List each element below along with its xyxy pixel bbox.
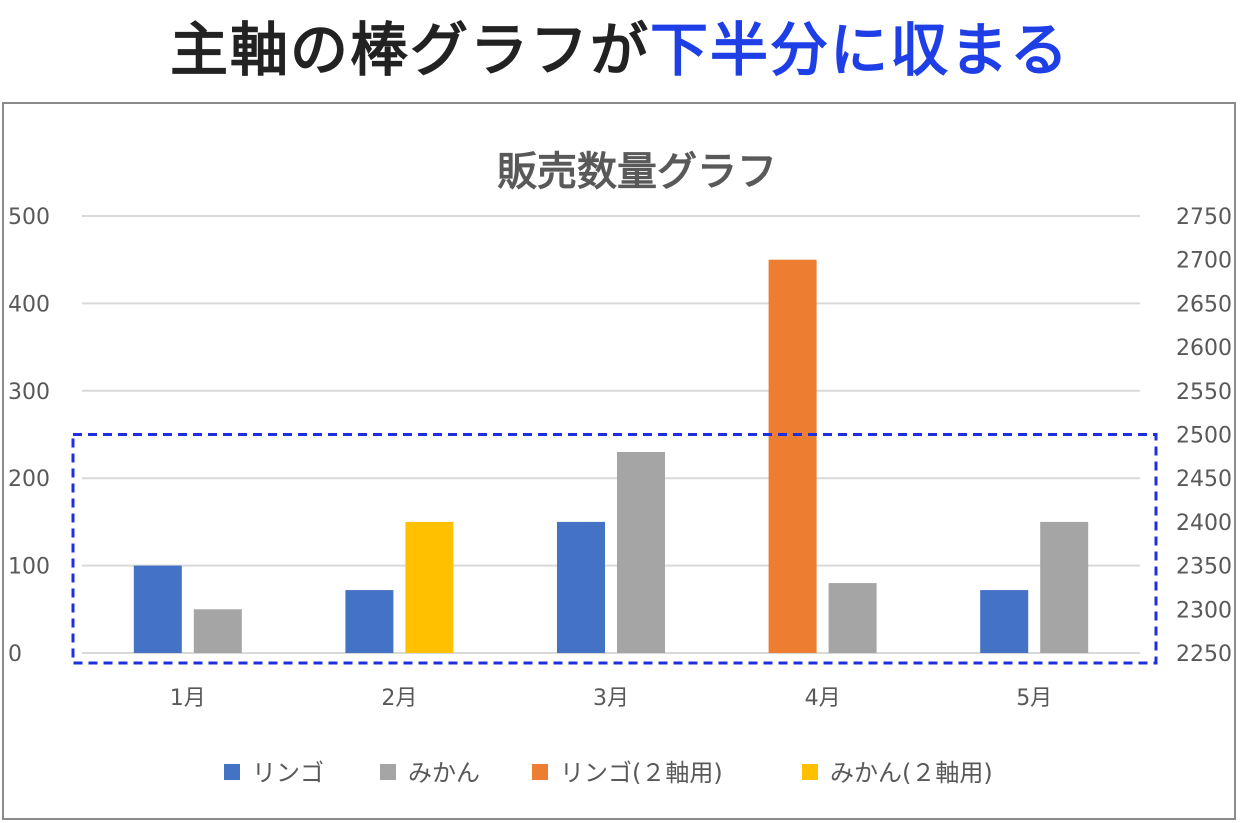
- secondary-axis-tick-label: 2350: [1176, 555, 1232, 580]
- secondary-axis-tick-label: 2750: [1176, 205, 1232, 230]
- category-label: 2月: [381, 686, 417, 711]
- primary-axis-tick-label: 100: [8, 555, 50, 580]
- headline-part-1: 主軸の棒グラフが: [169, 16, 650, 84]
- bar-3: [768, 259, 817, 653]
- secondary-axis-tick-label: 2700: [1176, 249, 1232, 274]
- legend-swatch: [532, 764, 548, 780]
- bar-2: [617, 451, 665, 653]
- secondary-axis-tick-label: 2600: [1176, 336, 1232, 361]
- legend-swatch: [802, 764, 818, 780]
- legend-label: みかん(２軸用): [830, 759, 993, 787]
- legend-label: リンゴ: [252, 759, 324, 787]
- bar-1: [133, 565, 182, 653]
- legend-swatch: [380, 764, 396, 780]
- category-label: 4月: [805, 686, 841, 711]
- secondary-axis-tick-label: 2300: [1176, 598, 1232, 623]
- primary-axis-tick-label: 0: [8, 642, 22, 667]
- secondary-axis-tick-label: 2650: [1176, 292, 1232, 317]
- headline: 主軸の棒グラフが下半分に収まる: [0, 12, 1240, 88]
- highlight-box: [71, 433, 1158, 665]
- chart-title: 販売数量グラフ: [497, 149, 777, 195]
- headline-part-2: 下半分に収まる: [650, 16, 1071, 84]
- category-label: 5月: [1016, 686, 1052, 711]
- primary-axis-tick-label: 500: [8, 205, 50, 230]
- primary-axis-tick-label: 400: [8, 292, 50, 317]
- secondary-axis-tick-label: 2250: [1176, 642, 1232, 667]
- bar-1: [345, 590, 394, 653]
- secondary-axis-tick-label: 2450: [1176, 467, 1232, 492]
- secondary-axis-tick-label: 2500: [1176, 424, 1232, 449]
- bar-2: [193, 609, 242, 653]
- primary-axis-tick-label: 300: [8, 380, 50, 405]
- legend-swatch: [224, 764, 240, 780]
- category-label: 1月: [170, 686, 206, 711]
- bar-1: [557, 521, 605, 653]
- secondary-axis-tick-label: 2550: [1176, 380, 1232, 405]
- bar-2: [1040, 521, 1089, 653]
- bar-2: [828, 583, 877, 653]
- legend-label: リンゴ(２軸用): [560, 759, 723, 787]
- primary-axis-tick-label: 200: [8, 467, 50, 492]
- bar-4: [405, 521, 454, 653]
- bar-1: [980, 590, 1029, 653]
- legend-label: みかん: [408, 759, 480, 787]
- secondary-axis-tick-label: 2400: [1176, 511, 1232, 536]
- category-label: 3月: [593, 686, 629, 711]
